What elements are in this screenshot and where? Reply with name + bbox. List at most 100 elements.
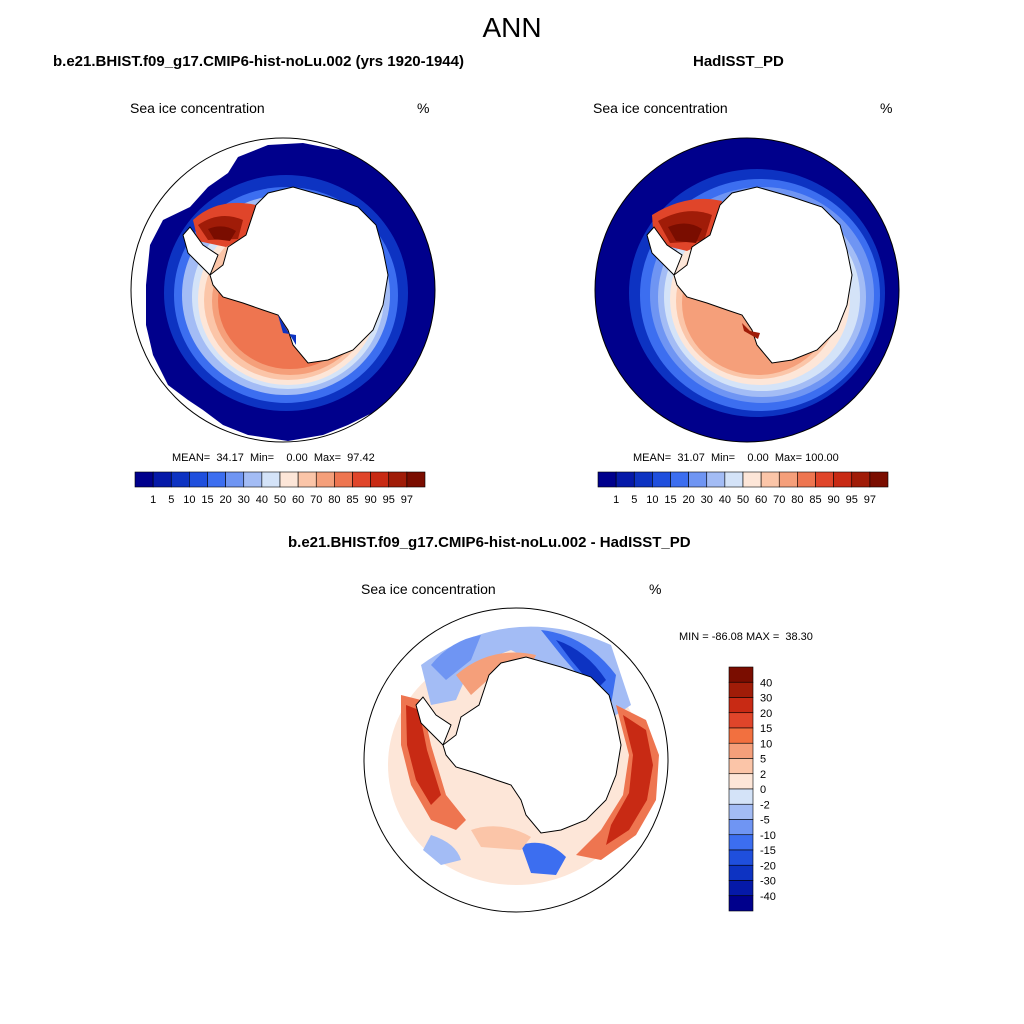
colorbar-hadisst-tick-label: 80 — [791, 494, 803, 506]
colorbar-difference-swatch — [728, 773, 754, 790]
colorbar-hadisst-tick-label: 85 — [809, 494, 821, 506]
colorbar-difference-swatch — [728, 864, 754, 881]
colorbar-difference-tick-label: 2 — [760, 769, 766, 781]
colorbar-difference-tick-label: -5 — [760, 815, 770, 827]
colorbar-hadisst-swatch — [833, 471, 853, 488]
panel2-stats: MEAN= 31.07 Min= 0.00 Max= 100.00 — [633, 452, 839, 464]
colorbar-difference-swatch — [728, 727, 754, 744]
colorbar-hadisst-swatch — [670, 471, 689, 488]
colorbar-difference-tick-label: -40 — [760, 891, 776, 903]
colorbar-hadisst-tick-label: 5 — [631, 494, 637, 506]
panel1-units: % — [417, 100, 430, 116]
colorbar-model-tick-label: 5 — [168, 494, 174, 506]
colorbar-model-tick-label: 50 — [274, 494, 286, 506]
colorbar-difference-swatch — [728, 666, 754, 683]
panel2-variable: Sea ice concentration — [593, 100, 728, 116]
panel2-units: % — [880, 100, 893, 116]
colorbar-model-swatch — [406, 471, 426, 488]
colorbar-model-swatch — [334, 471, 353, 488]
colorbar-hadisst: 1 5 10 15 20 30 40 50 60 70 80 85 90 95 97 — [597, 471, 889, 506]
colorbar-model-tick-label: 85 — [346, 494, 358, 506]
colorbar-model-swatch — [225, 471, 245, 488]
colorbar-difference-swatch — [728, 758, 754, 775]
colorbar-hadisst-swatch — [597, 471, 617, 488]
colorbar-difference-tick-label: 15 — [760, 723, 772, 735]
colorbar-difference-tick-label: 0 — [760, 784, 766, 796]
colorbar-difference-swatch — [728, 712, 754, 729]
colorbar-hadisst-tick-label: 20 — [683, 494, 695, 506]
colorbar-hadisst-tick-label: 10 — [646, 494, 658, 506]
colorbar-hadisst-tick-label: 40 — [719, 494, 731, 506]
colorbar-hadisst-swatch — [851, 471, 871, 488]
colorbar-difference-swatch — [728, 834, 754, 851]
colorbar-model-swatch — [243, 471, 263, 488]
colorbar-model-swatch — [152, 471, 172, 488]
map-model — [130, 137, 436, 443]
colorbar-difference-swatch — [728, 849, 754, 866]
panel3-units: % — [649, 581, 662, 597]
colorbar-model-tick-label: 60 — [292, 494, 304, 506]
colorbar-hadisst-swatch — [869, 471, 889, 488]
colorbar-hadisst-swatch — [615, 471, 635, 488]
colorbar-model-swatch — [315, 471, 335, 488]
colorbar-difference-swatch — [728, 697, 754, 714]
colorbar-hadisst-tick-label: 15 — [664, 494, 676, 506]
colorbar-model-swatch — [134, 471, 154, 488]
colorbar-model-swatch — [352, 471, 371, 488]
colorbar-hadisst-swatch — [815, 471, 834, 488]
colorbar-difference-tick-label: -30 — [760, 876, 776, 888]
colorbar-model-tick-label: 30 — [238, 494, 250, 506]
colorbar-difference-tick-label: 5 — [760, 754, 766, 766]
colorbar-difference-swatch — [728, 803, 754, 820]
colorbar-model-swatch — [170, 471, 190, 488]
panel3-stats: MIN = -86.08 MAX = 38.30 — [679, 631, 813, 643]
colorbar-hadisst-swatch — [652, 471, 671, 488]
panel1-title: b.e21.BHIST.f09_g17.CMIP6-hist-noLu.002 … — [53, 53, 464, 70]
colorbar-difference-tick-label: 30 — [760, 693, 772, 705]
colorbar-hadisst-swatch — [724, 471, 744, 488]
colorbar-difference-swatch — [728, 742, 754, 759]
colorbar-hadisst-tick-label: 50 — [737, 494, 749, 506]
colorbar-difference-tick-label: -2 — [760, 799, 770, 811]
colorbar-hadisst-tick-label: 90 — [828, 494, 840, 506]
colorbar-hadisst-tick-label: 95 — [846, 494, 858, 506]
colorbar-model-tick-label: 80 — [328, 494, 340, 506]
colorbar-hadisst-swatch — [633, 471, 653, 488]
colorbar-hadisst-swatch — [742, 471, 762, 488]
colorbar-model-tick-label: 20 — [220, 494, 232, 506]
panel3-title: b.e21.BHIST.f09_g17.CMIP6-hist-noLu.002 … — [288, 534, 691, 551]
colorbar-model-tick-label: 70 — [310, 494, 322, 506]
colorbar-difference-tick-label: 40 — [760, 677, 772, 689]
colorbar-model-tick-label: 90 — [365, 494, 377, 506]
colorbar-difference-tick-label: -10 — [760, 830, 776, 842]
map-difference — [363, 607, 669, 913]
panel1-stats: MEAN= 34.17 Min= 0.00 Max= 97.42 — [172, 452, 375, 464]
colorbar-hadisst-swatch — [688, 471, 708, 488]
panel1-variable: Sea ice concentration — [130, 100, 265, 116]
colorbar-model-tick-label: 40 — [256, 494, 268, 506]
panel3-variable: Sea ice concentration — [361, 581, 496, 597]
colorbar-difference-tick-label: -15 — [760, 845, 776, 857]
colorbar-model-tick-label: 10 — [183, 494, 195, 506]
colorbar-model-swatch — [189, 471, 208, 488]
colorbar-model-tick-label: 1 — [150, 494, 156, 506]
colorbar-model-swatch — [370, 471, 390, 488]
colorbar-model-swatch — [297, 471, 317, 488]
colorbar-model-tick-label: 95 — [383, 494, 395, 506]
colorbar-hadisst-swatch — [797, 471, 816, 488]
colorbar-model-tick-label: 15 — [201, 494, 213, 506]
colorbar-hadisst-tick-label: 1 — [613, 494, 619, 506]
colorbar-difference-swatch — [728, 819, 754, 836]
map-hadisst — [594, 137, 900, 443]
colorbar-difference-swatch — [728, 788, 754, 805]
colorbar-model-swatch — [261, 471, 281, 488]
colorbar-difference-swatch — [728, 880, 754, 897]
colorbar-model: 1 5 10 15 20 30 40 50 60 70 80 85 90 95 97 — [134, 471, 426, 506]
colorbar-difference-tick-label: -20 — [760, 860, 776, 872]
main-title: ANN — [482, 12, 542, 43]
colorbar-hadisst-swatch — [778, 471, 798, 488]
colorbar-difference-tick-label: 10 — [760, 738, 772, 750]
colorbar-model-swatch — [388, 471, 408, 488]
colorbar-hadisst-swatch — [706, 471, 726, 488]
